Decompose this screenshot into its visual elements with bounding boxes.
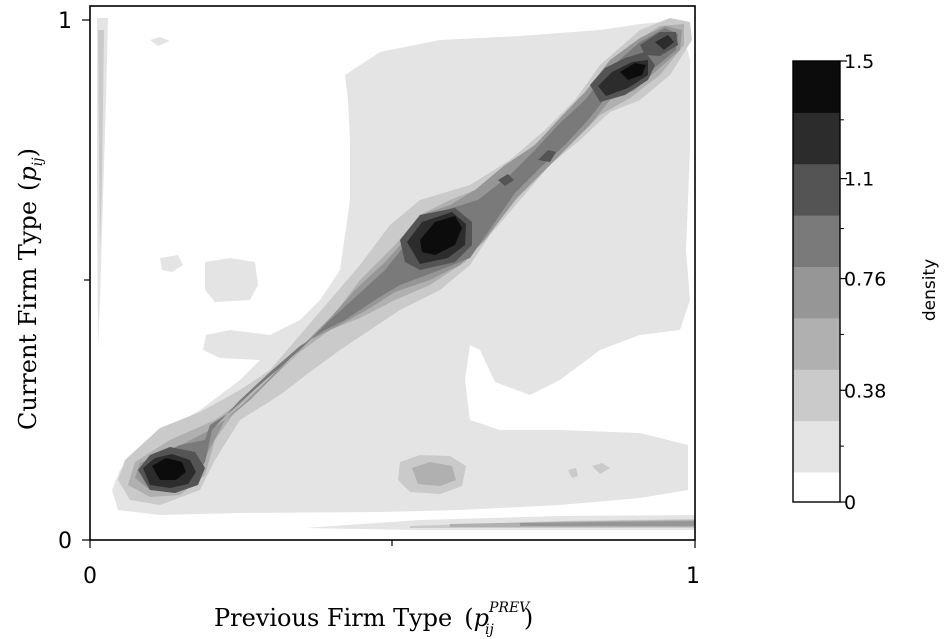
- colorbar-band: [793, 163, 840, 216]
- colorbar-band: [793, 420, 840, 473]
- x-tick-label: 0: [83, 564, 97, 589]
- colorbar-tick-label: 0.76: [844, 269, 886, 291]
- axis-ticks: [82, 19, 696, 548]
- contour-level-8: [420, 216, 462, 255]
- colorbar-tick-label: 0.38: [844, 380, 886, 402]
- x-axis-math-sup: PREV: [488, 600, 531, 616]
- colorbar-band: [793, 61, 840, 113]
- contour-level-8: [152, 458, 186, 480]
- colorbar-frame: [792, 60, 841, 503]
- y-axis-title-text: Current Firm Type: [14, 201, 42, 430]
- colorbar-tick-label: 1.1: [844, 169, 874, 191]
- colorbar-tick-label: 0: [844, 492, 856, 514]
- contour-level-4-strip: [520, 521, 695, 526]
- contour-level-8: [620, 63, 646, 80]
- colorbar: 0 0.38 0.76 1.1 1.5: [792, 51, 886, 514]
- contour-level-6: [538, 150, 556, 162]
- colorbar-band: [793, 266, 840, 319]
- x-axis-title-text: Previous Firm Type: [214, 604, 452, 632]
- contour-regions: [97, 18, 695, 530]
- colorbar-band: [793, 369, 840, 422]
- y-axis-math-sub: ij: [30, 157, 46, 166]
- contour-level-2-strip: [98, 30, 104, 250]
- x-axis-math-base: p: [474, 604, 489, 632]
- contour-level-1-island: [150, 37, 170, 46]
- contour-level-7: [655, 35, 674, 50]
- colorbar-band: [793, 317, 840, 370]
- contour-level-6: [498, 174, 514, 186]
- colorbar-tick-label: 1.5: [844, 51, 874, 73]
- colorbar-band: [793, 112, 840, 165]
- colorbar-band: [793, 472, 840, 503]
- colorbar-title: density: [920, 259, 940, 321]
- y-tick-label: 0: [58, 529, 72, 554]
- x-tick-label: 1: [686, 564, 700, 589]
- contour-level-1-island: [160, 255, 183, 272]
- contour-level-3-blob: [412, 462, 456, 486]
- colorbar-band: [793, 215, 840, 267]
- y-axis-title: Current Firm Type(pij): [14, 148, 46, 430]
- x-axis-title: Previous Firm Type (pPREV ij): [214, 600, 533, 638]
- y-tick-label: 1: [58, 9, 72, 34]
- contour-level-1-island: [205, 258, 258, 302]
- x-axis-math-sub: ij: [485, 622, 494, 638]
- contour-level-2-blob: [568, 468, 578, 478]
- y-axis-math-base: p: [14, 166, 42, 181]
- contour-level-2-blob: [592, 463, 610, 474]
